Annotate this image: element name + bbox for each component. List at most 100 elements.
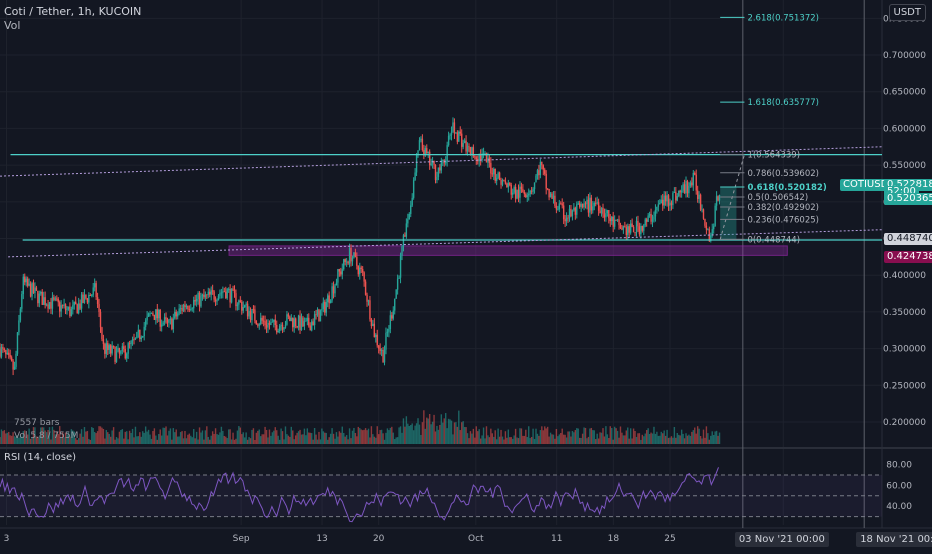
volume-bar [25,436,27,444]
candle-body [203,294,205,298]
candle-body [312,321,314,326]
volume-bar [294,435,297,444]
candle-body [570,208,572,217]
candle-body [462,143,464,147]
volume-bar [181,431,183,444]
candle-body [112,346,115,348]
candle-body [694,172,696,175]
volume-bar [622,435,625,444]
volume-bar [405,416,408,444]
volume-bar [385,432,387,444]
candle-body [498,172,501,181]
volume-bar [280,428,282,444]
trend-line [8,229,883,258]
volume-bar [482,427,485,444]
volume-bar [551,434,553,444]
candle-body [656,206,658,210]
volume-bar [70,429,73,444]
volume-bar [254,439,256,444]
candle-body [179,308,182,309]
candle-body [236,304,239,307]
candle-body [217,295,220,301]
volume-bar [408,425,410,444]
candle-body [252,309,255,310]
volume-bar [718,432,721,444]
candle-body [699,194,702,210]
candle-body [343,259,345,270]
volume-bar [175,429,177,444]
volume-bar [710,435,712,444]
candle-body [465,140,467,152]
volume-bar [24,430,26,444]
candle-body [586,199,588,205]
volume-bar [363,429,365,444]
candle-body [493,168,495,175]
candle-body [211,290,214,292]
volume-bar [689,435,692,444]
candle-body [268,322,271,326]
volume-label[interactable]: Vol [4,19,21,32]
volume-bar [395,437,397,444]
volume-bar [354,432,357,444]
candle-body [618,219,620,226]
candle-body [529,190,531,195]
candle-body [568,208,571,218]
volume-bar [313,427,316,444]
time-tick-label: Sep [233,534,250,544]
candle-body [303,321,306,327]
candle-body [439,167,441,171]
rsi-title[interactable]: RSI (14, close) [4,452,77,463]
candle-body [104,344,106,354]
volume-bar [414,425,416,444]
candle-body [123,346,125,349]
volume-bar [293,439,295,444]
volume-bar [8,431,10,444]
currency-button[interactable]: USDT [888,4,926,21]
volume-bar [644,433,646,444]
candle-body [120,350,122,354]
candle-body [16,332,19,354]
candle-body [698,194,700,199]
candle-body [456,132,459,142]
candle-body [364,281,367,295]
candle-body [688,185,690,194]
fib-level-label: 0.786(0.539602) [747,169,819,179]
candle-body [369,300,371,320]
candle-body [136,332,138,339]
candle-body [313,314,316,326]
volume-bar [44,430,46,444]
symbol-title[interactable]: Coti / Tether, 1h, KUCOIN [4,5,142,18]
candle-body [56,298,58,300]
volume-bar [232,432,234,444]
volume-bar [643,436,645,444]
candle-body [60,305,62,312]
volume-bar [444,413,447,444]
volume-bar [165,426,167,444]
volume-bar [431,421,434,444]
candle-body [159,309,161,327]
rsi-tick-label: 40.00 [886,502,912,512]
volume-bar [299,429,301,444]
volume-bar [54,434,57,444]
volume-bar [401,432,403,444]
time-tick-label: Oct [468,534,484,544]
volume-bar [268,429,271,444]
volume-bar [459,430,461,444]
candle-body [587,199,590,213]
candle-body [0,347,3,357]
candle-body [348,247,351,264]
candle-body [482,153,485,155]
volume-bar [536,433,539,444]
volume-bar [369,437,371,444]
candle-body [651,219,654,222]
volume-bar [606,434,609,444]
candle-body [376,334,378,346]
volume-bar [134,426,137,444]
candle-body [111,346,113,354]
candle-body [628,226,630,233]
candle-body [356,256,358,266]
volume-bar [42,427,45,444]
volume-bar [532,428,534,444]
